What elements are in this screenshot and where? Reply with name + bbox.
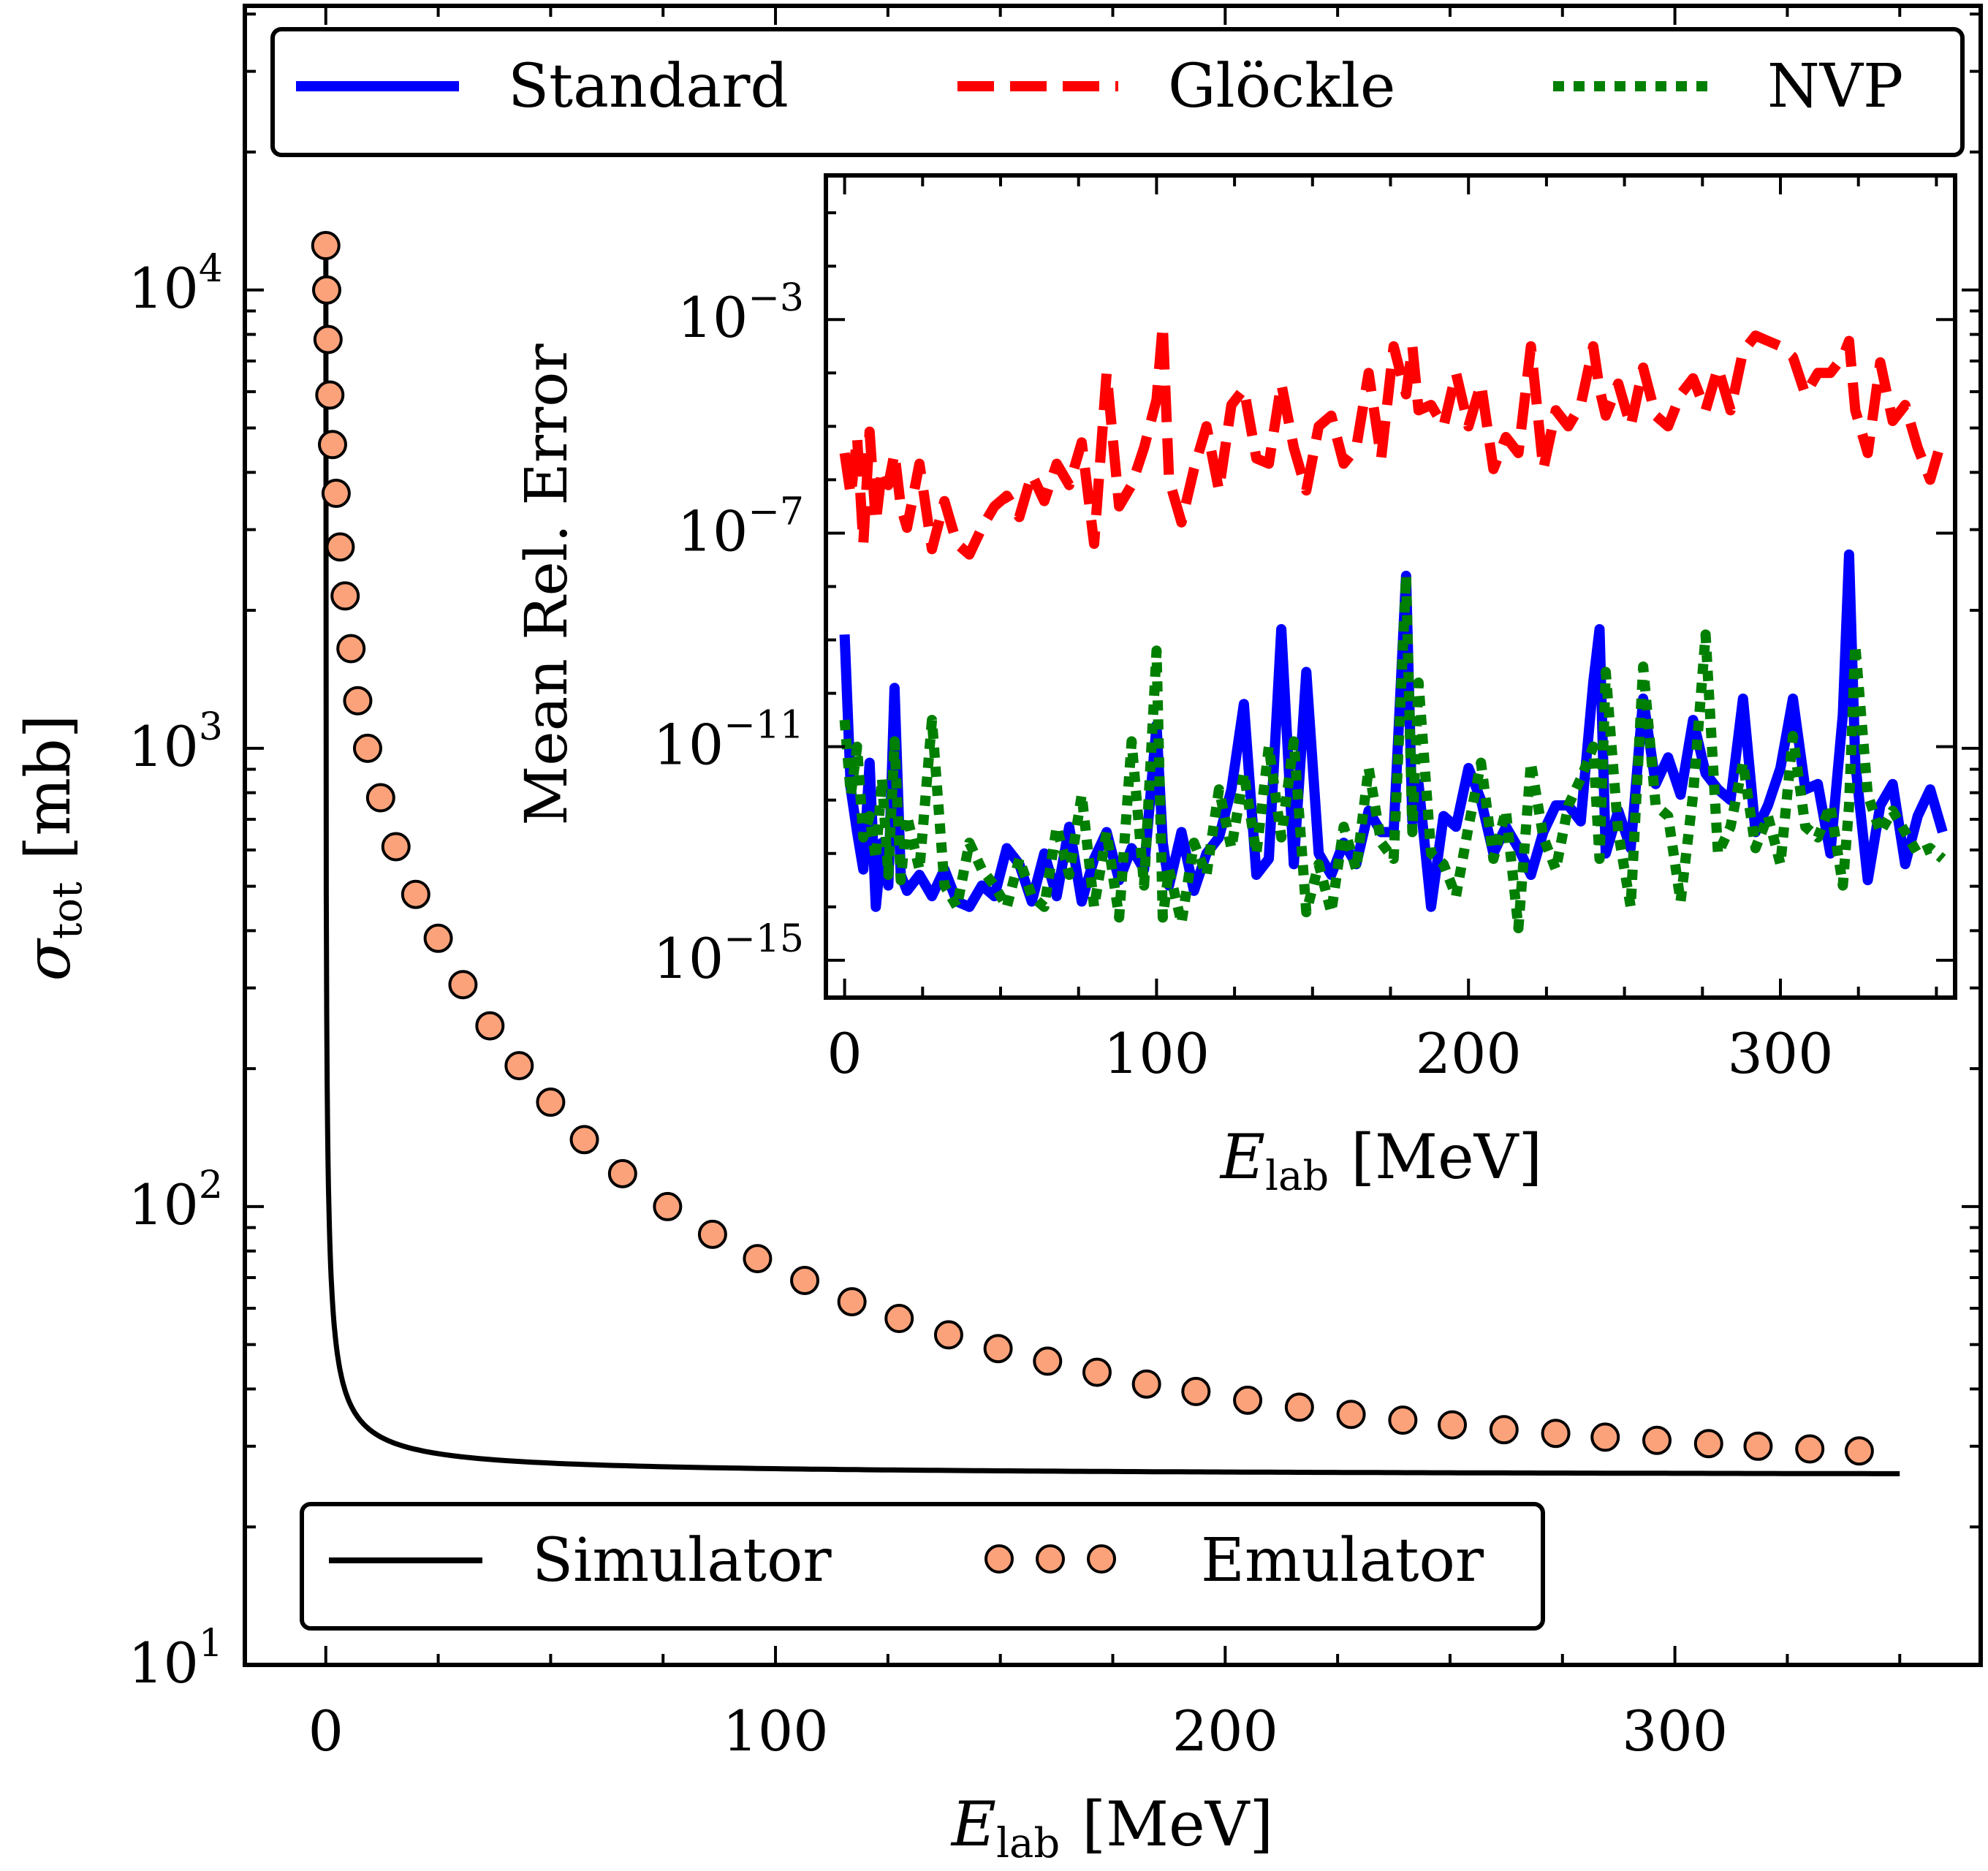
inset-y-tick-label: 10−15	[653, 917, 804, 991]
inset-x-tick-label: 200	[1416, 1021, 1522, 1086]
legend-standard-label: Standard	[508, 52, 789, 121]
emulator-point	[1181, 1376, 1211, 1406]
emulator-point	[790, 1265, 820, 1295]
bottom-legend-box	[300, 1502, 1545, 1631]
emulator-point	[536, 1088, 566, 1117]
emulator-point	[401, 879, 430, 909]
emulator-point	[1844, 1436, 1874, 1466]
main-ticks	[245, 6, 1981, 1666]
legend-nvp-label: NVP	[1767, 52, 1903, 121]
inset-y-axis-title: Mean Rel. Error	[512, 344, 580, 826]
emulator-point	[837, 1287, 867, 1317]
emulator-point	[365, 783, 395, 813]
legend-emulator-label: Emulator	[1201, 1526, 1484, 1595]
inset-y-tick-label: 10−11	[653, 704, 804, 778]
main-x-axis-title: Elab [MeV]	[950, 1788, 1273, 1867]
emulator-point	[504, 1051, 534, 1081]
emulator-point	[1284, 1392, 1314, 1422]
emulator-point	[475, 1011, 505, 1041]
main-y-axis-title: σtot[mb]	[12, 714, 91, 981]
inset-x-axis-title: Elab [MeV]	[1219, 1121, 1542, 1200]
x-tick-label: 300	[1622, 1699, 1728, 1764]
emulator-point	[743, 1244, 773, 1274]
emulator-point	[1642, 1425, 1672, 1455]
y-tick-label: 103	[128, 705, 223, 779]
inset-plot-area	[839, 319, 1948, 933]
emulator-point	[1033, 1346, 1063, 1376]
emulator-point	[381, 832, 411, 862]
emulator-point	[315, 380, 345, 410]
emulator-point	[1082, 1357, 1112, 1387]
legend-simulator-label: Simulator	[532, 1526, 832, 1595]
emulator-point	[1233, 1385, 1263, 1415]
emulator-point	[884, 1304, 914, 1334]
x-tick-label: 0	[308, 1699, 344, 1764]
main-tick-labels: 0 100 200 300 101 102 103 104	[128, 247, 1728, 1764]
emulator-point	[448, 970, 478, 1000]
emulator-point	[1438, 1410, 1468, 1440]
y-tick-label: 104	[128, 247, 223, 321]
y-tick-label: 102	[128, 1164, 223, 1237]
emulator-point	[653, 1191, 683, 1221]
inset-x-tick-label: 300	[1727, 1021, 1833, 1086]
emulator-point	[325, 532, 355, 562]
y-tick-label: 101	[128, 1622, 223, 1696]
top-legend: Standard Glöckle NVP	[270, 27, 1965, 157]
emulator-point	[313, 325, 343, 354]
emulator-point	[1590, 1422, 1620, 1452]
emulator-point	[423, 923, 453, 953]
emulator-point	[1131, 1369, 1161, 1399]
emulator-point	[569, 1125, 599, 1155]
inset-x-tick-label: 0	[827, 1021, 862, 1086]
simulator-line	[323, 238, 1900, 1476]
emulator-point	[311, 275, 341, 305]
legend-glockle-label: Glöckle	[1168, 52, 1395, 121]
inset-y-tick-label: 10−7	[678, 490, 804, 563]
legend-emulator-marker	[984, 1544, 1014, 1574]
emulator-point	[1541, 1419, 1571, 1449]
emulator-point	[1743, 1431, 1773, 1461]
emulator-point	[311, 231, 341, 261]
legend-emulator-marker	[1087, 1544, 1116, 1574]
emulator-point	[352, 733, 382, 763]
emulator-point	[321, 479, 351, 509]
bottom-legend: Simulator Emulator	[300, 1502, 1545, 1631]
emulator-point	[336, 634, 366, 664]
x-tick-label: 100	[723, 1699, 829, 1764]
inset-series-glckle	[839, 319, 1948, 560]
x-tick-label: 200	[1172, 1699, 1278, 1764]
inset-series-nvp	[839, 570, 1946, 933]
inset-y-tick-label: 10−3	[678, 276, 804, 350]
inset-x-tick-label: 100	[1104, 1021, 1210, 1086]
emulator-point	[317, 430, 347, 460]
emulator-point	[1489, 1415, 1519, 1445]
emulator-point	[1795, 1434, 1825, 1464]
top-legend-box	[270, 27, 1965, 157]
main-plot-area	[311, 231, 1900, 1476]
emulator-point	[983, 1334, 1013, 1364]
emulator-point	[330, 581, 360, 611]
emulator-point	[1336, 1400, 1366, 1430]
emulator-point	[697, 1219, 727, 1249]
emulator-point	[1388, 1405, 1418, 1435]
inset-ticks	[826, 175, 1955, 998]
emulator-point	[607, 1158, 637, 1188]
emulator-point	[933, 1320, 963, 1350]
emulator-point	[343, 686, 373, 716]
emulator-point	[1693, 1429, 1723, 1459]
legend-emulator-marker	[1036, 1544, 1065, 1574]
inset-tick-labels: 0 100 200 300 10−3 10−7 10−11 10−15	[653, 276, 1834, 1086]
